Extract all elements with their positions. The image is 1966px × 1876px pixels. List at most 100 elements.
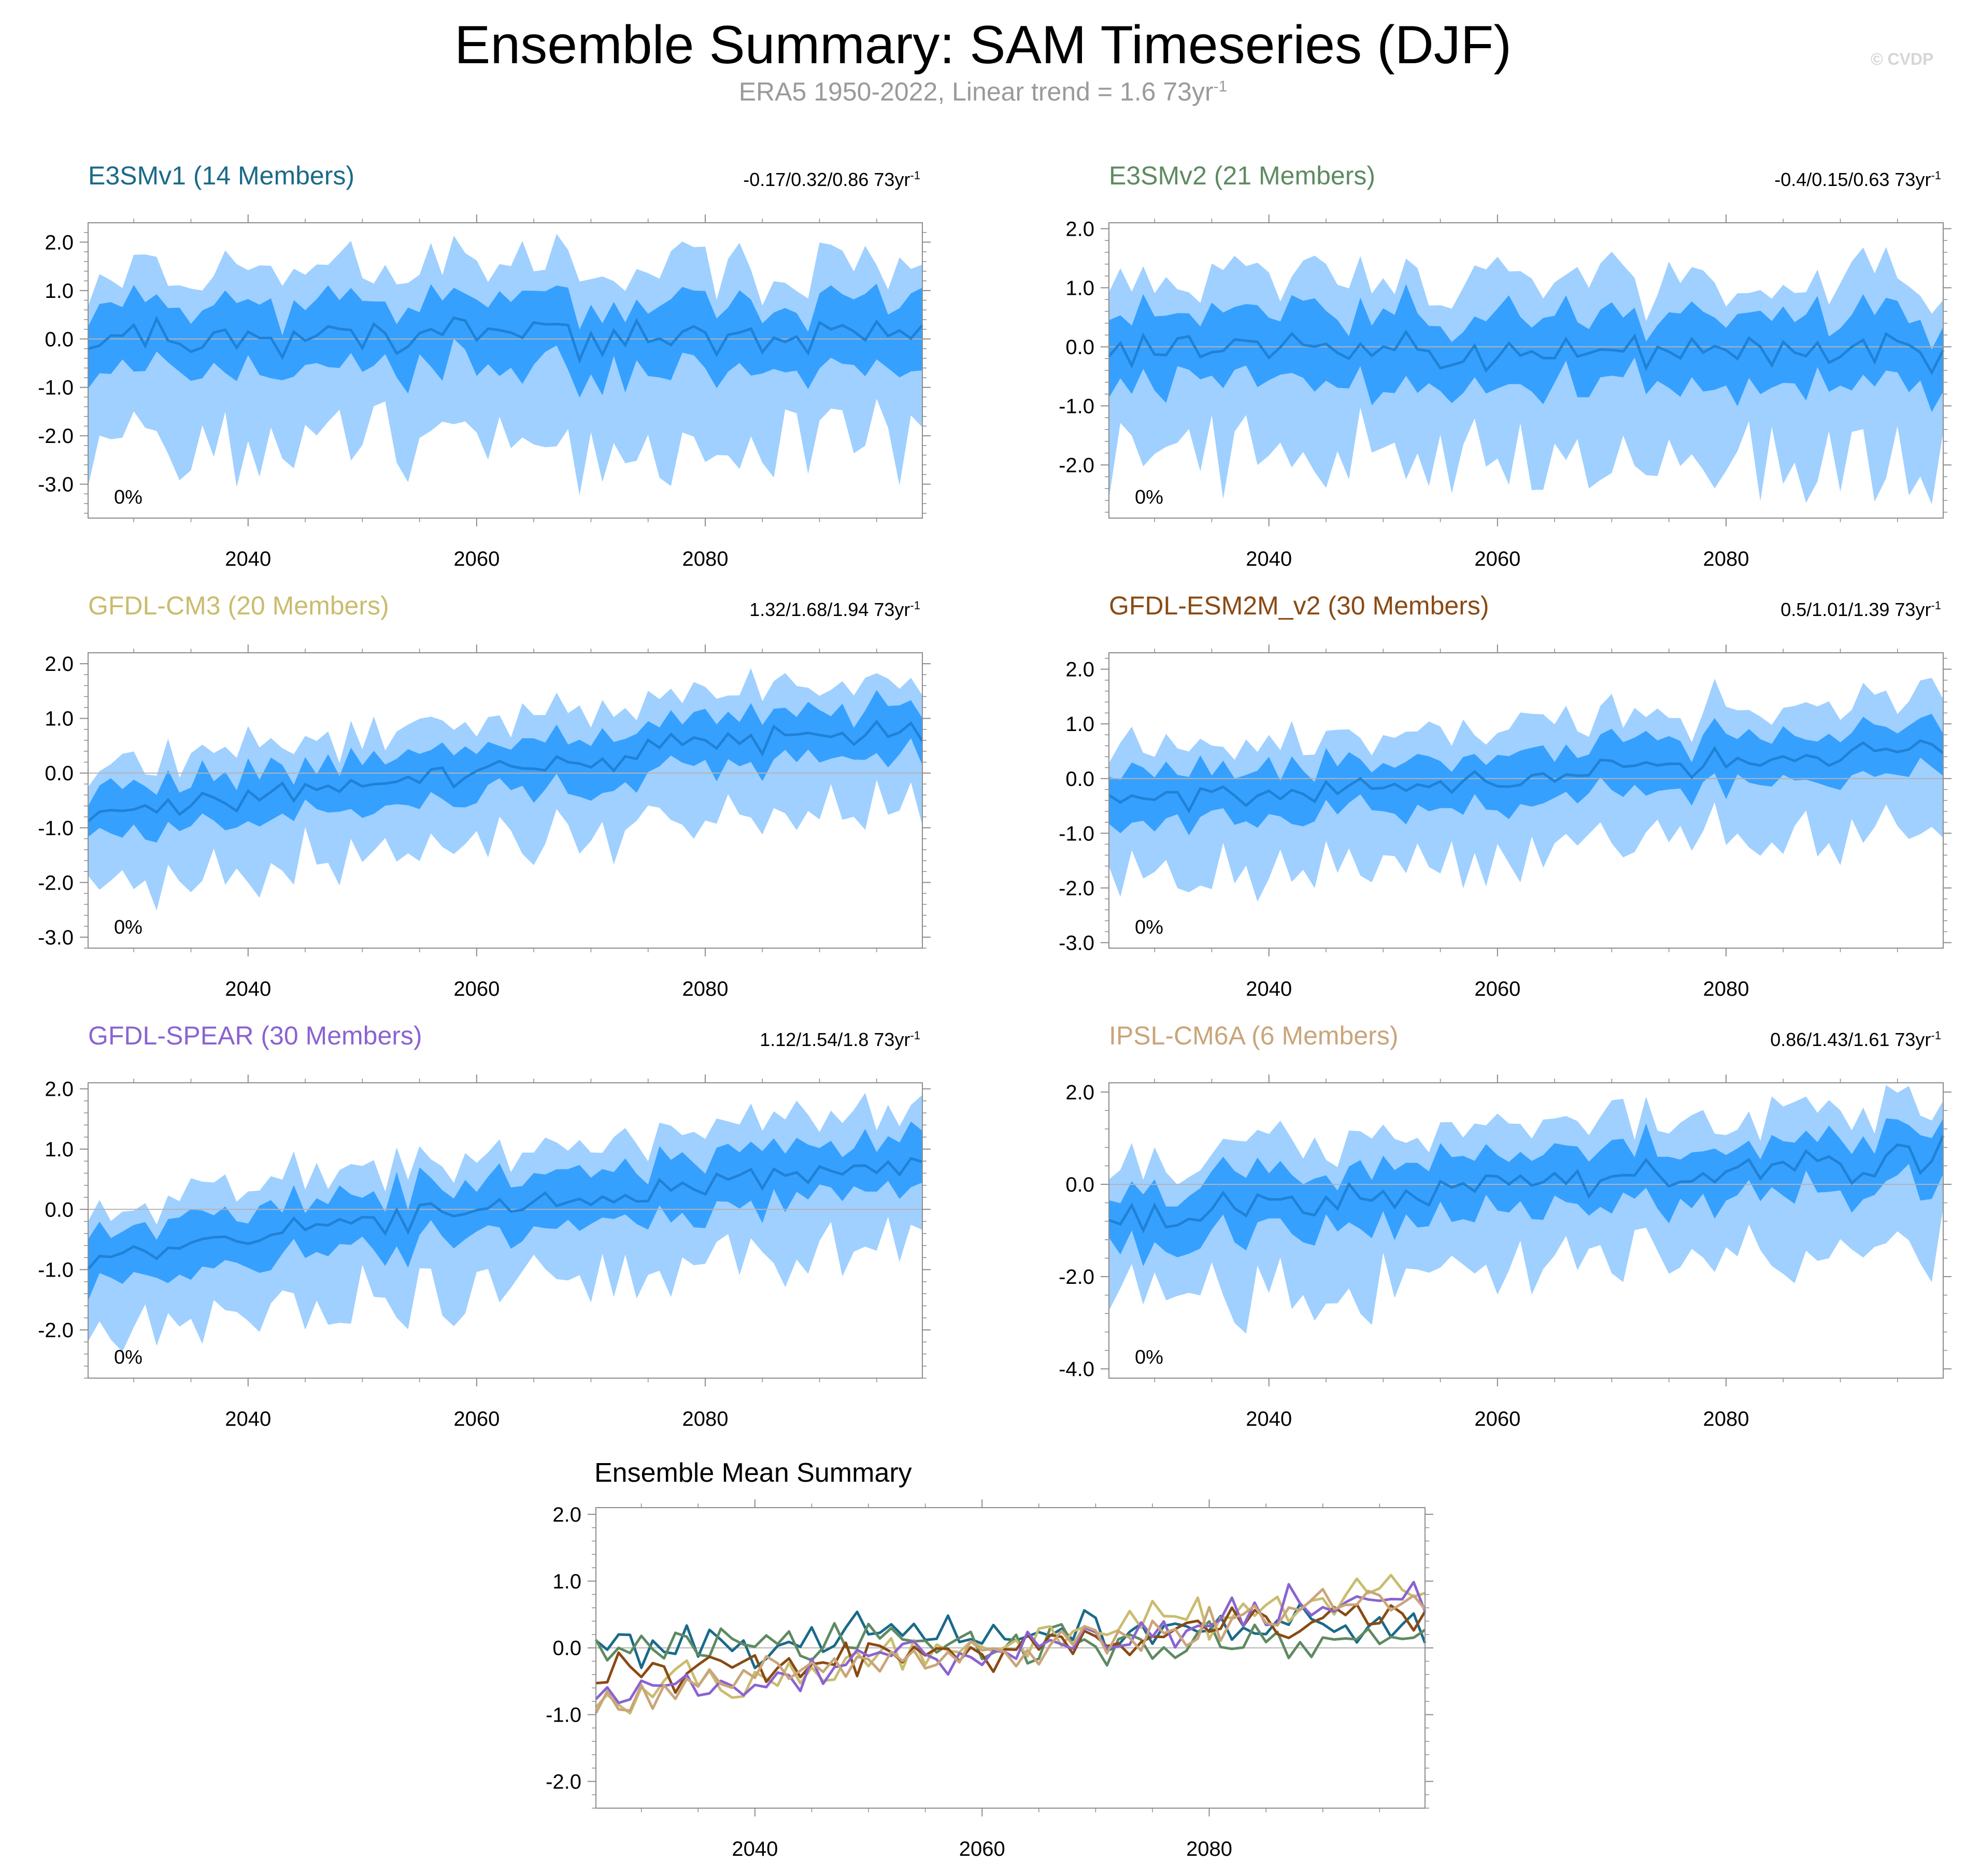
- y-tick-label: -2.0: [1059, 877, 1094, 900]
- panel-chart: 2.0 1.0 0.0 -1.0 -2.0 -3.0 2040 2060 2080 0%: [38, 214, 931, 570]
- y-tick-label: -4.0: [1059, 1358, 1094, 1381]
- x-tick-label: 2040: [732, 1838, 778, 1860]
- y-tick-label: -2.0: [1059, 454, 1094, 477]
- panel-trend-text: 0.86/1.43/1.61 73yr: [1770, 1029, 1931, 1050]
- ensemble-mean-line: [87, 719, 924, 823]
- y-tick-label: 2.0: [1065, 658, 1094, 681]
- series-line-gfdl-esm2m_v2: [595, 1603, 1427, 1694]
- x-tick-label: 2080: [682, 978, 728, 1000]
- chart-title: Ensemble Mean Summary: [594, 1458, 912, 1488]
- x-tick-label: 2040: [1246, 978, 1292, 1000]
- subtitle-text: ERA5 1950-2022, Linear trend = 1.6 73yr: [738, 77, 1214, 106]
- ensemble-mean-line: [1108, 330, 1945, 376]
- ensemble-panel: GFDL-SPEAR (30 Members) 1.12/1.54/1.8 73y…: [5, 1010, 959, 1435]
- inner-spread-band: [1109, 284, 1943, 412]
- x-tick-label: 2060: [453, 978, 500, 1000]
- y-tick-label: -2.0: [546, 1770, 581, 1793]
- ensemble-panel: IPSL-CM6A (6 Members) 0.86/1.43/1.61 73yr…: [1026, 1010, 1966, 1435]
- inner-spread-band: [88, 690, 922, 843]
- y-tick-label: 0.0: [1065, 1173, 1094, 1196]
- series-line-gfdl-spear: [595, 1581, 1427, 1705]
- y-tick-label: 1.0: [45, 708, 74, 731]
- panel-trend-text: 0.5/1.01/1.39 73yr: [1780, 599, 1931, 620]
- x-tick-label: 2080: [1186, 1838, 1232, 1860]
- x-tick-label: 2060: [453, 548, 500, 570]
- y-tick-label: 2.0: [1065, 1081, 1094, 1104]
- inner-spread-band: [88, 1121, 922, 1301]
- panel-chart: 2.0 0.0 -2.0 -4.0 2040 2060 2080 0%: [1059, 1075, 1951, 1430]
- y-tick-label: 0.0: [45, 328, 74, 351]
- percent-label: 0%: [1135, 916, 1163, 938]
- y-tick-label: 2.0: [45, 231, 74, 254]
- series-line-e3smv2: [594, 1620, 1426, 1667]
- y-tick-label: -2.0: [38, 425, 74, 448]
- y-tick-label: 2.0: [1065, 218, 1094, 240]
- y-tick-label: 2.0: [45, 1078, 74, 1101]
- panel-trend-range: 1.12/1.54/1.8 73yr-1: [760, 1029, 920, 1051]
- y-tick-label: -1.0: [38, 377, 74, 399]
- x-tick-label: 2040: [225, 548, 271, 570]
- panel-trend-range: 0.86/1.43/1.61 73yr-1: [1770, 1029, 1941, 1051]
- panel-trend-text: -0.17/0.32/0.86 73yr: [743, 169, 910, 190]
- x-tick-label: 2040: [1246, 548, 1292, 570]
- panel-title: GFDL-CM3 (20 Members): [88, 591, 389, 620]
- ensemble-mean-line: [88, 316, 923, 364]
- x-tick-label: 2080: [682, 548, 728, 570]
- y-tick-label: 1.0: [552, 1570, 581, 1593]
- panel-trend-text: 1.32/1.68/1.94 73yr: [749, 599, 910, 620]
- panel-title: E3SMv2 (21 Members): [1109, 161, 1376, 190]
- percent-label: 0%: [114, 486, 143, 508]
- y-tick-label: 1.0: [1065, 277, 1094, 299]
- y-tick-label: 0.0: [1065, 336, 1094, 359]
- ensemble-mean-line: [1108, 739, 1944, 814]
- percent-label: 0%: [1135, 1347, 1163, 1368]
- y-tick-label: -2.0: [38, 871, 74, 894]
- panel-trend-text: -0.4/0.15/0.63 73yr: [1774, 169, 1931, 190]
- y-tick-label: 0.0: [45, 1198, 74, 1221]
- panel-trend-exponent: -1: [910, 599, 920, 612]
- panel-trend-text: 1.12/1.54/1.8 73yr: [760, 1029, 910, 1050]
- panel-chart: 2.0 1.0 0.0 -1.0 -2.0 -3.0 2040 2060 2080 0%: [1059, 645, 1951, 1000]
- page-title: Ensemble Summary: SAM Timeseries (DJF): [454, 15, 1512, 75]
- inner-spread-band: [88, 283, 922, 398]
- x-tick-label: 2060: [453, 1408, 500, 1430]
- x-tick-label: 2080: [682, 1408, 728, 1430]
- panel-chart: 2.0 1.0 0.0 -1.0 -2.0 -3.0 2040 2060 2080 0%: [38, 645, 931, 1000]
- y-tick-label: 1.0: [1065, 713, 1094, 736]
- panel-trend-range: 0.5/1.01/1.39 73yr-1: [1780, 599, 1941, 621]
- y-tick-label: -1.0: [546, 1704, 581, 1727]
- x-tick-label: 2080: [1703, 978, 1749, 1000]
- y-tick-label: -3.0: [1059, 932, 1094, 954]
- ensemble-panel: GFDL-ESM2M_v2 (30 Members) 0.5/1.01/1.39 …: [1026, 580, 1966, 1005]
- x-tick-label: 2060: [1474, 978, 1520, 1000]
- panel-trend-exponent: -1: [1931, 599, 1941, 612]
- panel-chart: 2.0 1.0 0.0 -1.0 -2.0 2040 2060 2080 0%: [1059, 214, 1951, 570]
- panel-trend-exponent: -1: [1931, 1029, 1941, 1042]
- percent-label: 0%: [1135, 486, 1163, 508]
- plot-frame: [1108, 1082, 1944, 1379]
- ensemble-panel: GFDL-CM3 (20 Members) 1.32/1.68/1.94 73yr…: [5, 580, 959, 1005]
- y-tick-label: 0.0: [1065, 768, 1094, 791]
- ensemble-mean-chart: Ensemble Mean Summary 2.0 1.0 0.0 -1.0 -2.0 20…: [546, 1458, 1433, 1860]
- series-line-ipsl-cm6a: [594, 1587, 1426, 1714]
- panel-trend-range: -0.4/0.15/0.63 73yr-1: [1774, 169, 1941, 191]
- plot-frame: [88, 1082, 923, 1379]
- x-tick-label: 2060: [1474, 1408, 1520, 1430]
- y-tick-label: -3.0: [38, 926, 74, 949]
- panel-trend-range: -0.17/0.32/0.86 73yr-1: [743, 169, 920, 191]
- subtitle-exponent: -1: [1213, 78, 1228, 95]
- ensemble-mean-line: [1108, 1135, 1945, 1234]
- ensemble-panel: E3SMv2 (21 Members) -0.4/0.15/0.63 73yr-1…: [1026, 150, 1966, 575]
- panel-title: IPSL-CM6A (6 Members): [1109, 1021, 1399, 1050]
- x-tick-label: 2080: [1703, 548, 1749, 570]
- panel-trend-exponent: -1: [1931, 169, 1941, 182]
- panel-trend-exponent: -1: [910, 169, 920, 182]
- plot-frame: [88, 652, 923, 949]
- y-tick-label: -2.0: [38, 1319, 74, 1342]
- panel-title: GFDL-ESM2M_v2 (30 Members): [1109, 591, 1489, 620]
- y-tick-label: -1.0: [1059, 395, 1094, 418]
- y-tick-label: 1.0: [45, 1138, 74, 1161]
- inner-spread-band: [1109, 1118, 1943, 1267]
- x-tick-label: 2040: [225, 1408, 271, 1430]
- panel-chart: 2.0 1.0 0.0 -1.0 -2.0 2040 2060 2080 0%: [38, 1075, 931, 1430]
